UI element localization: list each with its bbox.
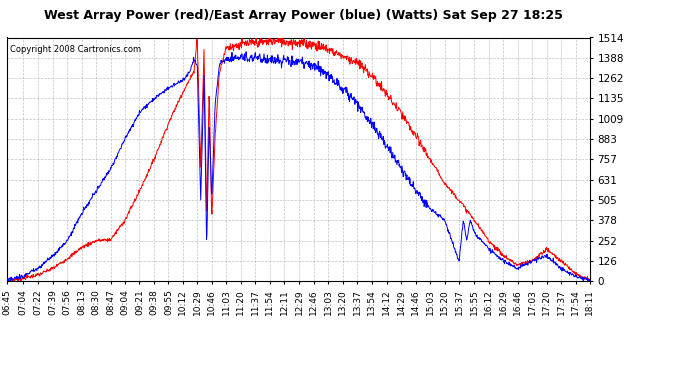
Text: West Array Power (red)/East Array Power (blue) (Watts) Sat Sep 27 18:25: West Array Power (red)/East Array Power …: [44, 9, 563, 22]
Text: Copyright 2008 Cartronics.com: Copyright 2008 Cartronics.com: [10, 45, 141, 54]
